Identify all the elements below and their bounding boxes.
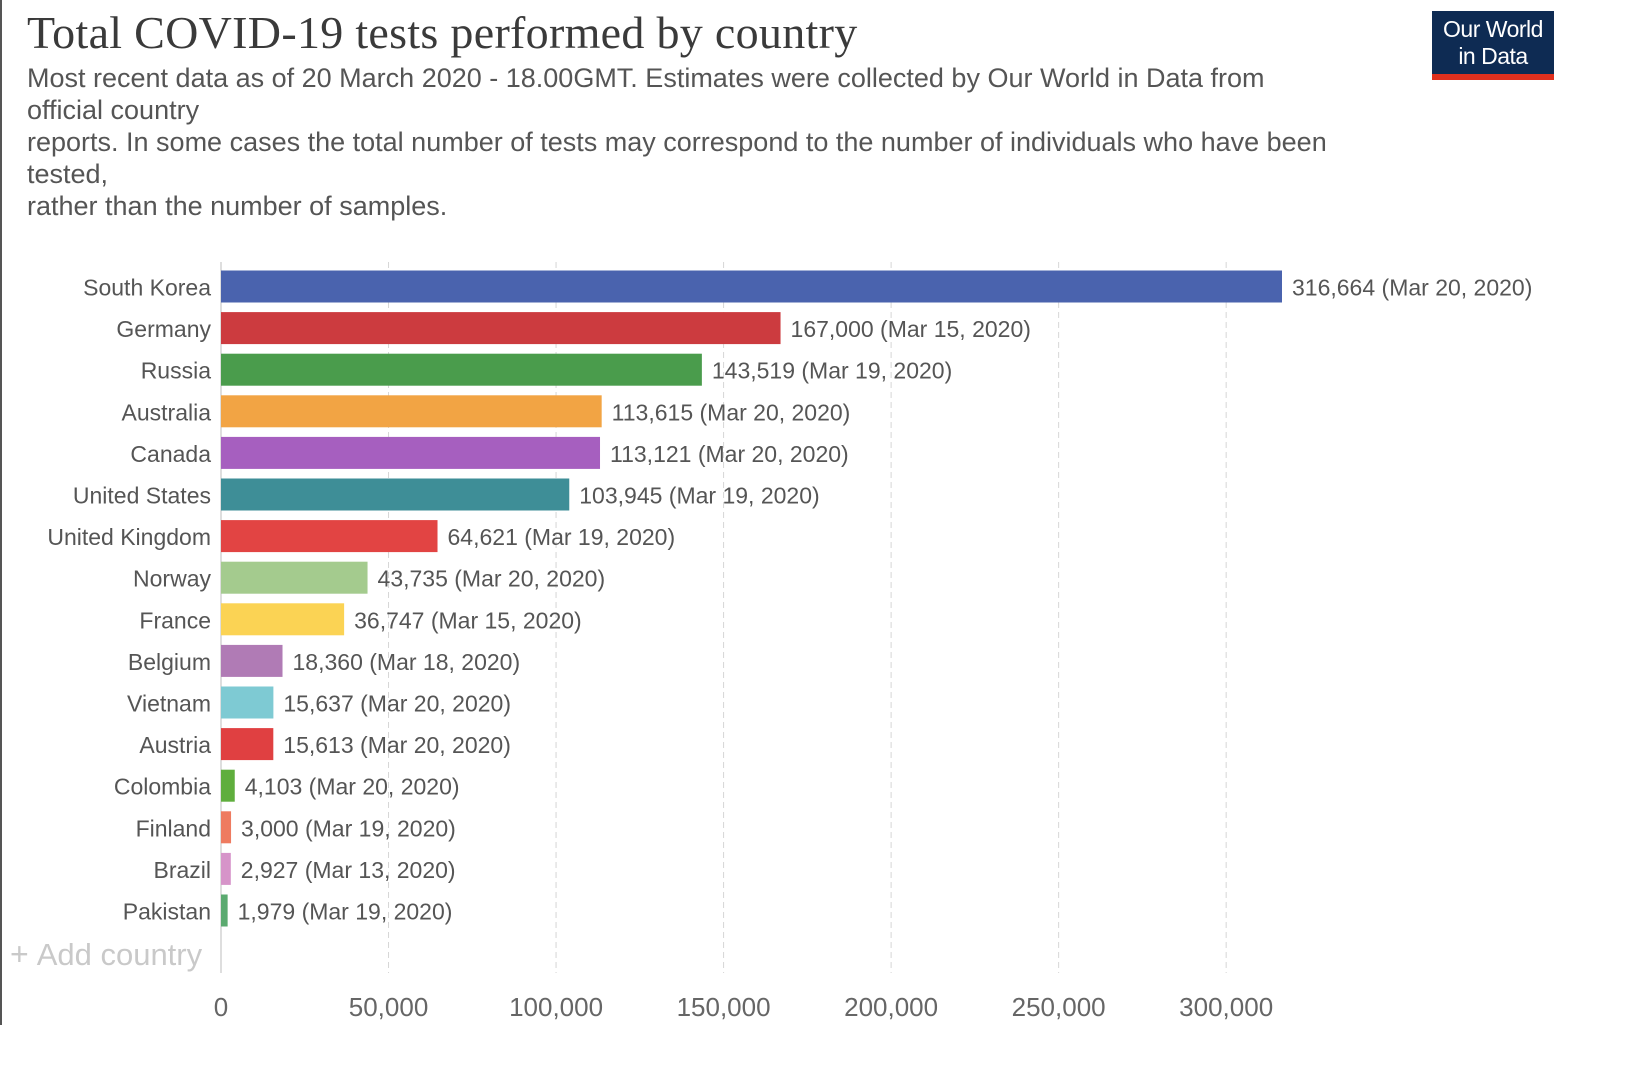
bar [221, 644, 283, 677]
bar [221, 520, 438, 553]
data-label: 316,664 (Mar 20, 2020) [1292, 275, 1532, 301]
category-label: Colombia [114, 774, 211, 800]
category-label: Germany [116, 316, 211, 342]
add-country-label: Add country [36, 937, 203, 972]
left-border [0, 0, 2, 1025]
bar [221, 478, 570, 511]
category-label: Australia [122, 399, 212, 425]
category-label: Canada [130, 441, 211, 467]
bar [221, 686, 274, 719]
bar [221, 270, 1282, 303]
category-label: United States [73, 483, 211, 509]
category-label: Finland [136, 815, 211, 841]
x-tick-label: 200,000 [844, 992, 938, 1022]
add-country-button[interactable]: + Add country [10, 936, 202, 973]
data-label: 4,103 (Mar 20, 2020) [245, 774, 460, 800]
data-label: 1,979 (Mar 19, 2020) [238, 899, 453, 925]
data-label: 36,747 (Mar 15, 2020) [354, 607, 582, 633]
logo-line-2: in Data [1458, 43, 1528, 69]
category-label: South Korea [83, 275, 211, 301]
data-label: 18,360 (Mar 18, 2020) [293, 649, 521, 675]
x-tick-label: 250,000 [1012, 992, 1106, 1022]
category-label: Austria [139, 732, 211, 758]
bar [221, 769, 235, 802]
plus-icon: + [10, 936, 29, 972]
data-label: 113,121 (Mar 20, 2020) [610, 441, 849, 467]
bar [221, 811, 232, 844]
category-label: United Kingdom [47, 524, 211, 550]
category-label: Pakistan [123, 899, 211, 925]
owid-logo[interactable]: Our World in Data [1432, 11, 1554, 80]
logo-line-1: Our World [1443, 16, 1543, 42]
bar [221, 312, 781, 345]
chart-title: Total COVID-19 tests performed by countr… [27, 7, 858, 58]
category-label: Belgium [128, 649, 211, 675]
data-label: 103,945 (Mar 19, 2020) [579, 483, 819, 509]
data-label: 3,000 (Mar 19, 2020) [241, 815, 456, 841]
data-label: 167,000 (Mar 15, 2020) [791, 316, 1031, 342]
x-tick-label: 50,000 [349, 992, 429, 1022]
bar [221, 395, 602, 428]
bar [221, 852, 231, 885]
data-label: 113,615 (Mar 20, 2020) [612, 399, 851, 425]
bar [221, 353, 702, 386]
bar [221, 561, 368, 594]
category-label: Brazil [153, 857, 211, 883]
category-label: Norway [133, 566, 211, 592]
category-label: Russia [141, 358, 212, 384]
data-label: 2,927 (Mar 13, 2020) [241, 857, 456, 883]
x-tick-label: 300,000 [1179, 992, 1273, 1022]
chart-subtitle: Most recent data as of 20 March 2020 - 1… [27, 63, 1327, 221]
data-label: 143,519 (Mar 19, 2020) [712, 358, 952, 384]
category-label: France [139, 607, 211, 633]
data-label: 43,735 (Mar 20, 2020) [378, 566, 606, 592]
bar [221, 603, 345, 636]
x-tick-label: 0 [214, 992, 228, 1022]
bar [221, 436, 601, 469]
data-label: 15,613 (Mar 20, 2020) [283, 732, 511, 758]
data-label: 15,637 (Mar 20, 2020) [283, 691, 511, 717]
data-label: 64,621 (Mar 19, 2020) [448, 524, 676, 550]
x-tick-label: 150,000 [677, 992, 771, 1022]
bar [221, 894, 228, 927]
bar [221, 728, 274, 761]
x-tick-label: 100,000 [509, 992, 603, 1022]
bar-chart: 0 50,000 100,000 150,000 200,000 250,000 300,0… [47, 262, 1532, 1022]
category-label: Vietnam [127, 691, 211, 717]
